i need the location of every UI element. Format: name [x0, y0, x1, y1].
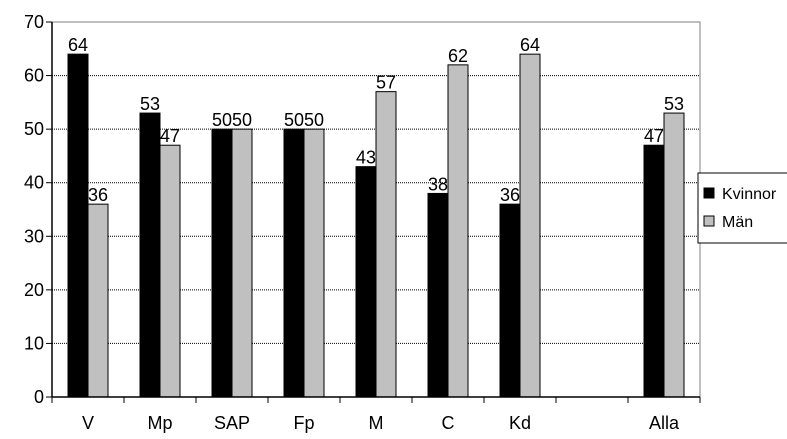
x-tick-label-M: M: [369, 413, 384, 433]
legend: Kvinnor Män: [697, 172, 787, 244]
bar-Kvinnor-Kd: [499, 203, 521, 398]
x-tick-label-V: V: [82, 413, 94, 433]
x-tick-label-Kd: Kd: [509, 413, 531, 433]
data-label-Män-Fp: 50: [304, 110, 324, 130]
bar-Kvinnor-Fp: [283, 128, 305, 398]
data-label-Kvinnor-SAP: 50: [212, 110, 232, 130]
bar-Män-C: [447, 64, 469, 398]
x-tick-label-SAP: SAP: [214, 413, 250, 433]
y-tick-label-70: 70: [24, 12, 44, 32]
y-tick-label-60: 60: [24, 66, 44, 86]
y-tick-label-50: 50: [24, 119, 44, 139]
y-tick-label-10: 10: [24, 333, 44, 353]
data-label-Kvinnor-Fp: 50: [284, 110, 304, 130]
bar-Kvinnor-C: [427, 192, 449, 398]
data-label-Kvinnor-Kd: 36: [500, 185, 520, 205]
x-tick-label-Fp: Fp: [293, 413, 314, 433]
data-label-Kvinnor-C: 38: [428, 174, 448, 194]
axes: 0 10 20 30 40 50 60 70 V Mp SAP Fp M C Kd Alla: [24, 12, 701, 433]
data-label-Män-Mp: 47: [160, 126, 180, 146]
y-tick-label-30: 30: [24, 226, 44, 246]
bar-Kvinnor-SAP: [211, 128, 233, 398]
legend-swatch-Kvinnor: [703, 187, 715, 199]
bar-Män-Alla: [663, 112, 685, 398]
y-tick-label-20: 20: [24, 280, 44, 300]
data-label-Män-Kd: 64: [520, 35, 540, 55]
bar-Män-Fp: [303, 128, 325, 398]
bar-Män-M: [375, 91, 397, 398]
bar-Kvinnor-M: [355, 166, 377, 398]
bar-Män-Mp: [159, 144, 181, 398]
data-label-Män-SAP: 50: [232, 110, 252, 130]
bar-Kvinnor-V: [67, 53, 89, 398]
data-label-Kvinnor-Mp: 53: [140, 94, 160, 114]
bar-Män-Kd: [519, 53, 541, 398]
data-label-Kvinnor-V: 64: [68, 35, 88, 55]
x-tick-label-Alla: Alla: [649, 413, 680, 433]
y-tick-label-0: 0: [34, 387, 44, 407]
legend-box: [697, 172, 787, 244]
bar-Män-V: [87, 203, 109, 398]
y-tick-label-40: 40: [24, 173, 44, 193]
bar-Kvinnor-Mp: [139, 112, 161, 398]
x-tick-label-C: C: [442, 413, 455, 433]
data-label-Män-M: 57: [376, 73, 396, 93]
bars: [67, 53, 685, 398]
legend-label-Män: Män: [722, 214, 753, 231]
legend-swatch-Män: [703, 215, 715, 227]
x-tick-label-Mp: Mp: [147, 413, 172, 433]
data-label-Män-Alla: 53: [664, 94, 684, 114]
data-label-Kvinnor-M: 43: [356, 148, 376, 168]
data-label-Män-C: 62: [448, 46, 468, 66]
data-label-Män-V: 36: [88, 185, 108, 205]
bar-Män-SAP: [231, 128, 253, 398]
data-label-Kvinnor-Alla: 47: [644, 126, 664, 146]
bar-Kvinnor-Alla: [643, 144, 665, 398]
legend-label-Kvinnor: Kvinnor: [722, 186, 777, 203]
